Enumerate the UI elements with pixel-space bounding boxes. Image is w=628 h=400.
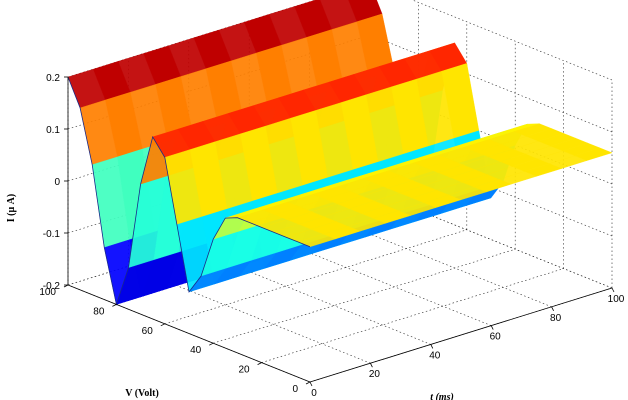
y-axis-label: V (Volt) xyxy=(125,388,159,399)
z-axis-label: I (μ A) xyxy=(6,194,17,222)
y-tick-label: 80 xyxy=(93,306,105,317)
x-tick-mark xyxy=(611,287,615,293)
y-tick-mark xyxy=(112,304,117,307)
axis-frame xyxy=(63,76,615,387)
x-tick-label: 0 xyxy=(311,388,317,399)
y-tick-label: 100 xyxy=(39,287,56,298)
grid-line xyxy=(213,248,516,344)
z-tick-label: 0.1 xyxy=(46,125,60,136)
grid-line xyxy=(369,34,613,133)
y-tick-mark xyxy=(305,381,311,385)
y-tick-label: 20 xyxy=(238,365,250,376)
y-tick-mark xyxy=(209,342,214,346)
y-tick-mark xyxy=(160,323,165,327)
y-tick-label: 40 xyxy=(190,345,202,356)
x-tick-mark xyxy=(430,344,434,349)
z-tick-label: 0.2 xyxy=(46,73,60,84)
grid-line xyxy=(261,268,564,363)
x-axis-label: t (ms) xyxy=(430,392,454,400)
x-tick-label: 20 xyxy=(369,369,381,380)
x-tick-label: 60 xyxy=(490,332,502,343)
x-tick-label: 100 xyxy=(608,294,625,305)
y-tick-label: 60 xyxy=(142,326,154,337)
surface-edge xyxy=(67,76,311,306)
y-tick-mark xyxy=(257,362,262,365)
surface-patch xyxy=(574,147,613,161)
x-tick-mark xyxy=(551,306,554,311)
z-tick-label: -0.2 xyxy=(43,281,61,292)
grid-line xyxy=(164,229,467,325)
x-tick-label: 80 xyxy=(550,313,562,324)
axis-line xyxy=(67,284,311,383)
z-tick-label: 0 xyxy=(54,177,60,188)
y-tick-label: 0 xyxy=(292,384,298,395)
x-tick-label: 40 xyxy=(429,350,441,361)
z-tick-label: -0.1 xyxy=(43,229,61,240)
x-tick-mark xyxy=(370,363,373,368)
x-tick-mark xyxy=(309,381,313,387)
x-tick-mark xyxy=(490,325,494,330)
surface-plot xyxy=(67,0,613,306)
axis-line xyxy=(309,287,613,383)
